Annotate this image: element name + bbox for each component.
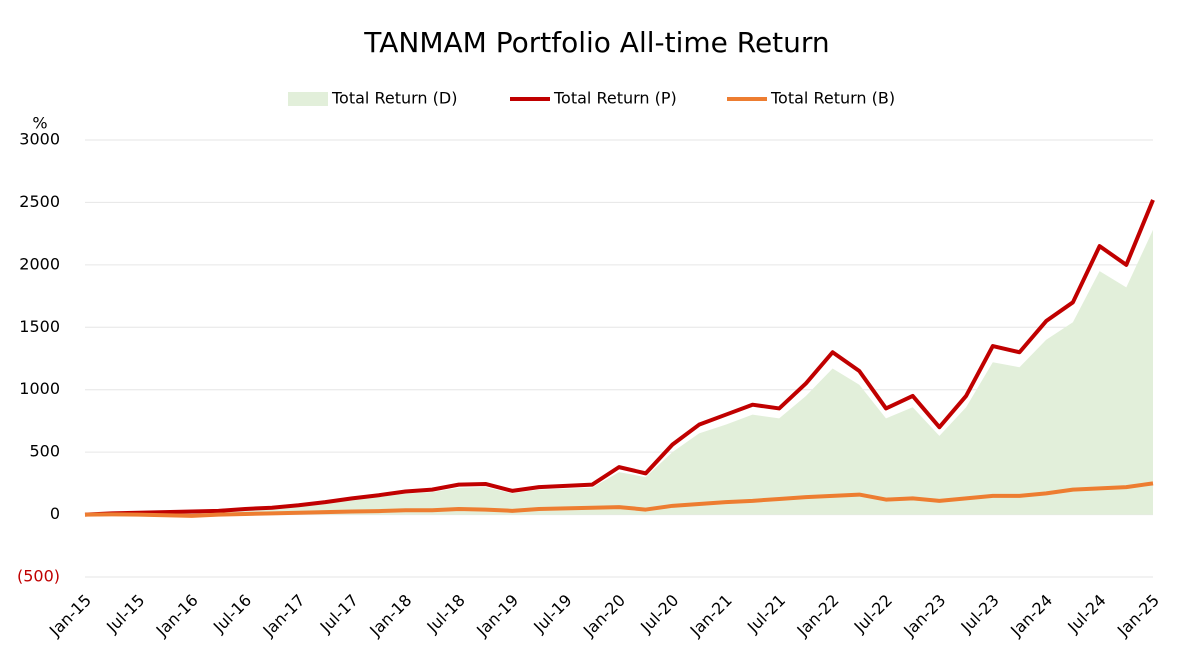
x-tick-label: Jan-16: [152, 591, 202, 641]
y-tick-label: 500: [29, 442, 60, 461]
x-tick-label: Jul-15: [102, 591, 148, 637]
x-tick-label: Jul-24: [1063, 591, 1109, 637]
y-tick-label: 2500: [19, 192, 60, 211]
x-tick-label: Jul-22: [850, 591, 896, 637]
x-tick-label: Jul-16: [209, 591, 255, 637]
x-tick-label: Jan-20: [579, 591, 629, 641]
y-unit: %: [32, 114, 47, 133]
x-tick-label: Jan-21: [686, 591, 736, 641]
x-tick-label: Jan-17: [259, 591, 309, 641]
y-tick-label: 2000: [19, 254, 60, 273]
line: [84, 199, 1155, 517]
legend-label: Total Return (P): [553, 89, 677, 108]
line: [84, 481, 1154, 518]
y-tick-label: 1500: [19, 317, 60, 336]
x-tick-label: Jul-17: [316, 591, 362, 637]
y-tick-label: 0: [50, 504, 60, 523]
legend-label: Total Return (D): [331, 89, 457, 108]
x-tick-label: Jul-19: [529, 591, 575, 637]
area: [85, 229, 1153, 515]
legend-label: Total Return (B): [770, 89, 895, 108]
x-tick-label: Jul-20: [636, 591, 682, 637]
x-tick-label: Jul-21: [743, 591, 789, 637]
y-tick-label: 3000: [19, 130, 60, 149]
x-tick-label: Jan-15: [45, 591, 95, 641]
y-tick-label: 1000: [19, 379, 60, 398]
x-tick-label: Jul-18: [423, 591, 469, 637]
legend-swatch: [288, 92, 328, 106]
x-tick-label: Jan-24: [1006, 591, 1056, 641]
x-tick-label: Jan-22: [793, 591, 843, 641]
x-tick-label: Jan-19: [472, 591, 522, 641]
x-tick-label: Jan-23: [899, 591, 949, 641]
x-tick-label: Jan-25: [1113, 591, 1163, 641]
x-tick-label: Jul-23: [957, 591, 1003, 637]
y-tick-label: (500): [17, 567, 60, 586]
chart-title: TANMAM Portfolio All-time Return: [363, 26, 829, 59]
x-tick-label: Jan-18: [365, 591, 415, 641]
